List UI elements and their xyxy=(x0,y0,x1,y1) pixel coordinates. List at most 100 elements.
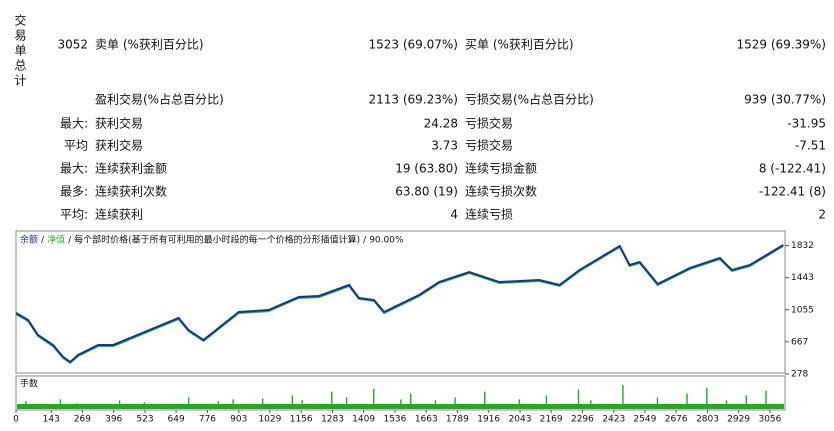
series-line xyxy=(15,244,784,364)
volume-label: 手数 xyxy=(20,378,38,390)
row-label: 连续亏损 xyxy=(465,207,513,222)
legend-text: 余额 xyxy=(20,234,38,246)
volume-bar xyxy=(301,400,303,409)
volume-bar xyxy=(59,399,62,409)
x-tick-label: 2169 xyxy=(540,415,563,425)
x-tick-label: 2549 xyxy=(633,415,656,425)
x-tick-label: 1283 xyxy=(321,415,344,425)
x-tick-label: 1409 xyxy=(352,415,375,425)
volume-bar xyxy=(410,393,412,409)
volume-bar xyxy=(25,401,27,409)
row-value: 4 xyxy=(450,208,458,222)
volume-bar xyxy=(545,395,548,409)
row-value: 3.73 xyxy=(431,139,458,153)
x-tick-label: 1916 xyxy=(477,415,500,425)
x-tick-label: 143 xyxy=(43,415,60,425)
row-label: 卖单 (%获利百分比) xyxy=(95,38,204,52)
row-label: 盈利交易(%占总百分比) xyxy=(95,92,224,107)
y-tick-label: 278 xyxy=(791,370,808,380)
volume-bar xyxy=(590,400,592,409)
volume-bar xyxy=(434,400,437,409)
row-label: 连续获利金额 xyxy=(95,161,167,176)
x-tick-label: 269 xyxy=(74,415,91,425)
row-label: 连续亏损金额 xyxy=(465,161,537,176)
y-tick-label: 1832 xyxy=(791,241,814,251)
chart-frame xyxy=(15,230,786,374)
row-value: -122.41 (8) xyxy=(759,185,826,199)
volume-bar xyxy=(622,384,624,409)
volume-bar xyxy=(686,393,688,409)
volume-bar xyxy=(400,399,402,409)
volume-bar xyxy=(656,397,659,409)
x-tick-label: 1663 xyxy=(415,415,438,425)
volume-bar xyxy=(232,399,234,409)
y-tick-label: 1443 xyxy=(791,273,814,283)
x-tick-label: 2803 xyxy=(696,415,719,425)
y-tick-label: 1055 xyxy=(791,305,814,315)
x-tick-label: 776 xyxy=(199,415,216,425)
volume-bar xyxy=(577,389,580,409)
x-tick-label: 2676 xyxy=(665,415,688,425)
volume-bar xyxy=(187,397,190,409)
row-lead: 平均 xyxy=(64,139,88,153)
x-tick-label: 1156 xyxy=(290,415,313,425)
volume-bar xyxy=(291,395,294,409)
volume-bar xyxy=(454,397,456,409)
row-value: 1529 (69.39%) xyxy=(737,38,826,52)
legend-text: 90.00% xyxy=(369,236,404,246)
legend-separator: / xyxy=(68,236,72,246)
x-tick-label: 2423 xyxy=(602,415,625,425)
x-tick-label: 2296 xyxy=(571,415,594,425)
row-label: 获利交易 xyxy=(95,116,143,131)
row-value: 939 (30.77%) xyxy=(744,93,826,107)
volume-bar xyxy=(725,400,728,409)
volume-bar xyxy=(76,403,79,409)
x-tick-label: 649 xyxy=(168,415,185,425)
row-label: 获利交易 xyxy=(95,138,143,153)
row-value: 2 xyxy=(818,208,826,222)
x-tick-label: 523 xyxy=(136,415,153,425)
row-value: 1523 (69.07%) xyxy=(369,38,458,52)
legend-text: 净值 xyxy=(47,234,65,246)
x-tick-label: 2043 xyxy=(509,415,532,425)
legend-text: 每个部时价格(基于所有可利用的最小时段的每一个价格的分形插值计算) xyxy=(74,234,360,246)
row-lead: 最大: xyxy=(60,162,88,176)
row-value: 24.28 xyxy=(424,117,458,131)
x-tick-label: 396 xyxy=(105,415,122,425)
row-lead: 最大: xyxy=(60,117,88,131)
row-label: 亏损交易 xyxy=(465,138,513,153)
volume-bar xyxy=(765,390,767,409)
row-label: 买单 (%获利百分比) xyxy=(465,38,574,52)
legend-separator: / xyxy=(41,236,45,246)
volume-bar xyxy=(331,391,333,409)
volume-bar xyxy=(518,399,520,409)
row-value: -7.51 xyxy=(795,139,826,153)
volume-bar xyxy=(373,388,375,409)
x-tick-label: 0 xyxy=(13,415,19,425)
x-tick-label: 2929 xyxy=(727,415,750,425)
volume-bar xyxy=(217,401,220,409)
row-label: 连续获利次数 xyxy=(95,184,167,199)
x-tick-label: 1029 xyxy=(258,415,281,425)
row-label: 连续获利 xyxy=(95,207,143,222)
row-value: 63.80 (19) xyxy=(395,185,458,199)
volume-bar xyxy=(745,395,747,409)
row-label: 亏损交易 xyxy=(465,116,513,131)
row-lead: 最多: xyxy=(60,185,88,199)
volume-bar xyxy=(262,398,264,409)
row-lead: 平均: xyxy=(60,208,88,222)
y-tick-label: 667 xyxy=(791,337,808,347)
x-tick-label: 1789 xyxy=(446,415,469,425)
volume-bar xyxy=(706,387,708,409)
volume-bar xyxy=(345,397,348,409)
volume-bar xyxy=(143,402,145,409)
volume-bar xyxy=(484,391,486,409)
legend-separator: / xyxy=(363,236,367,246)
side-label: 交易单总计 xyxy=(13,13,27,89)
x-tick-label: 903 xyxy=(230,415,247,425)
row-value: 2113 (69.23%) xyxy=(369,93,458,107)
row-value: 8 (-122.41) xyxy=(759,162,826,176)
row-value: 19 (63.80) xyxy=(395,162,458,176)
